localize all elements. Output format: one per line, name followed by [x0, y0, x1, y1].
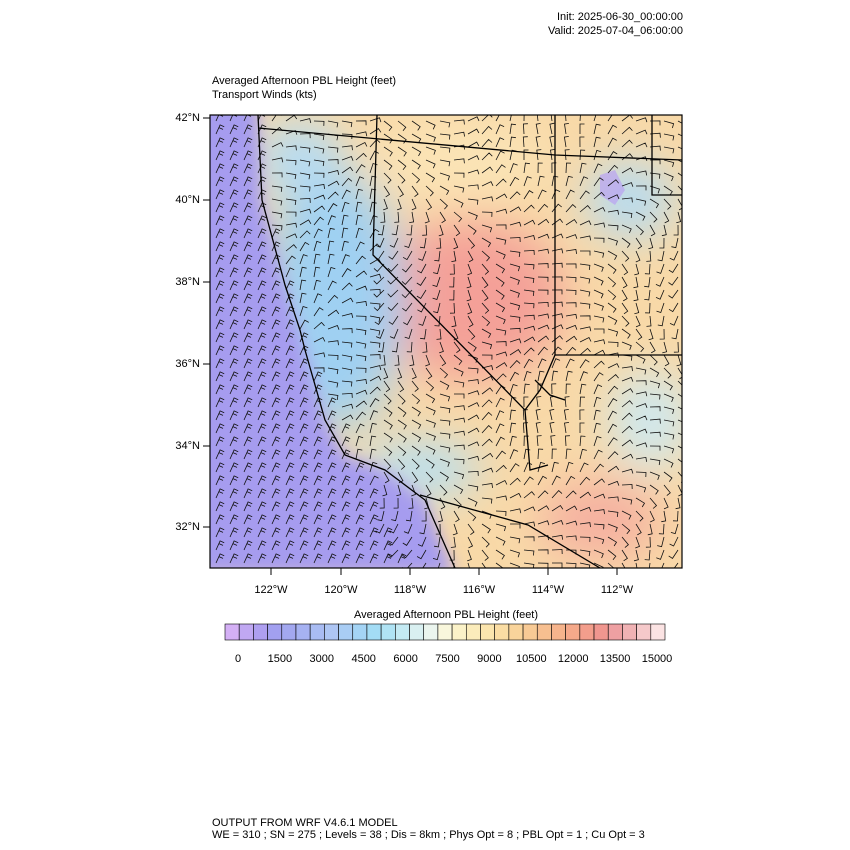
colorbar-label: 15000: [642, 653, 673, 665]
colorbar-swatch: [423, 623, 439, 641]
colorbar-swatch: [636, 623, 652, 641]
lat-label: 42°N: [175, 112, 200, 124]
colorbar-swatch: [579, 623, 595, 641]
lon-label: 122°W: [254, 584, 288, 596]
footer-line: OUTPUT FROM WRF V4.6.1 MODEL: [212, 817, 398, 829]
colorbar-swatch: [650, 623, 666, 641]
colorbar-swatch: [565, 623, 581, 641]
init-time: Init: 2025-06-30_00:00:00: [557, 11, 683, 23]
colorbar-title: Averaged Afternoon PBL Height (feet): [354, 609, 538, 621]
boundaries: [257, 115, 682, 568]
colorbar-swatch: [508, 623, 524, 641]
colorbar-label: 3000: [310, 653, 334, 665]
colorbar-swatch: [480, 623, 495, 641]
map-frame: [209, 114, 683, 569]
colorbar-swatch: [465, 623, 481, 641]
colorbar-swatch: [338, 623, 354, 641]
lat-label: 32°N: [175, 521, 200, 533]
colorbar-swatch: [224, 623, 240, 641]
colorbar-swatch: [295, 623, 311, 641]
colorbar-swatch: [536, 623, 552, 641]
colorbar-label: 13500: [600, 653, 631, 665]
colorbar-swatch: [622, 623, 637, 641]
lat-label: 34°N: [175, 440, 200, 452]
colorbar-swatch: [522, 623, 538, 641]
colorbar-label: 6000: [393, 653, 417, 665]
colorbar-swatch: [352, 623, 368, 641]
colorbar-swatch: [395, 623, 410, 641]
colorbar-label: 4500: [351, 653, 375, 665]
colorbar-swatch: [324, 623, 339, 641]
colorbar-label: 1500: [268, 653, 292, 665]
colorbar-swatch: [309, 623, 325, 641]
map-subtitle: Transport Winds (kts): [212, 89, 317, 101]
colorbar-swatch: [551, 623, 566, 641]
colorbar-swatch: [593, 623, 609, 641]
colorbar-swatch: [451, 623, 467, 641]
lon-label: 114°W: [532, 584, 565, 596]
colorbar-label: 7500: [435, 653, 459, 665]
colorbar-swatch: [409, 623, 425, 641]
map-title: Averaged Afternoon PBL Height (feet): [212, 75, 396, 87]
lat-label: 36°N: [175, 358, 200, 370]
lon-label: 120°W: [324, 584, 358, 596]
colorbar-swatch: [238, 623, 254, 641]
lat-label: 40°N: [175, 194, 200, 206]
colorbar-swatch: [366, 623, 382, 641]
wind-barbs: [215, 115, 682, 568]
map-field: [210, 115, 682, 568]
valid-time: Valid: 2025-07-04_06:00:00: [548, 25, 683, 37]
lon-label: 112°W: [601, 584, 634, 596]
colorbar-swatch: [607, 623, 623, 641]
colorbar-swatch: [437, 623, 453, 641]
colorbar-swatch: [253, 623, 268, 641]
colorbar-label: 12000: [558, 653, 589, 665]
colorbar-label: 10500: [516, 653, 547, 665]
colorbar-swatch: [380, 623, 396, 641]
lon-label: 118°W: [394, 584, 427, 596]
colorbar-swatch: [281, 623, 297, 641]
footer-line: WE = 310 ; SN = 275 ; Levels = 38 ; Dis …: [212, 829, 645, 841]
lon-label: 116°W: [463, 584, 496, 596]
colorbar-label: 9000: [477, 653, 501, 665]
colorbar-swatch: [494, 623, 510, 641]
colorbar-swatch: [267, 623, 283, 641]
lat-label: 38°N: [175, 276, 200, 288]
colorbar-label: 0: [235, 653, 241, 665]
